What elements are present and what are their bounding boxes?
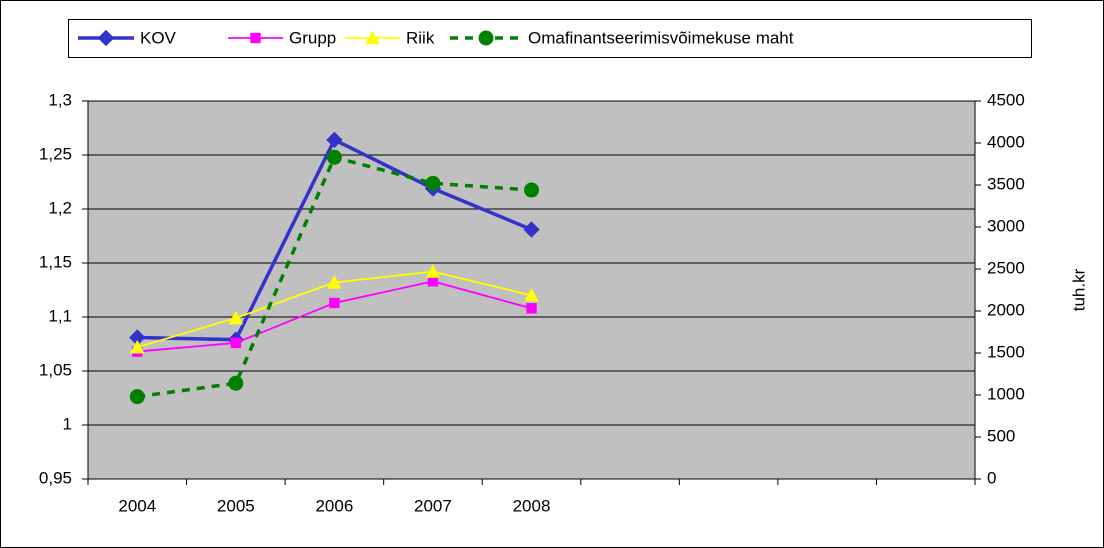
data-point — [327, 275, 342, 289]
y-tick-label: 1,2 — [48, 198, 72, 217]
y-tick-label: 1,1 — [48, 306, 72, 325]
legend-label: Omafinantseerimisvõimekuse maht — [528, 28, 794, 47]
legend-label: Grupp — [289, 28, 336, 47]
data-point — [129, 339, 145, 354]
legend-marker — [97, 29, 115, 47]
legend-marker — [250, 32, 261, 44]
y2-tick-label: 4000 — [987, 132, 1025, 151]
y2-tick-label: 1000 — [987, 384, 1025, 403]
legend-label: Riik — [406, 28, 435, 47]
y2-tick-label: 500 — [987, 426, 1015, 445]
data-point — [526, 303, 537, 314]
y2-tick-label: 2500 — [987, 258, 1025, 277]
y-tick-label: 1,25 — [39, 144, 72, 163]
y-tick-label: 1,3 — [48, 90, 72, 109]
y2-tick-label: 4500 — [987, 90, 1025, 109]
y-tick-label: 1,05 — [39, 360, 72, 379]
x-tick-label: 2008 — [513, 496, 551, 515]
data-point — [228, 310, 244, 325]
data-point — [228, 375, 244, 391]
x-tick-label: 2006 — [315, 496, 353, 515]
data-point — [129, 389, 145, 405]
data-point — [523, 221, 540, 238]
x-tick-label: 2004 — [118, 496, 156, 515]
y2-axis-label: tuh.kr — [1069, 268, 1088, 311]
legend-label: KOV — [140, 28, 177, 47]
y2-tick-label: 2000 — [987, 300, 1025, 319]
x-tick-label: 2007 — [414, 496, 452, 515]
y-tick-label: 0,95 — [39, 468, 72, 487]
y2-tick-label: 1500 — [987, 342, 1025, 361]
data-point — [326, 149, 342, 165]
x-tick-label: 2005 — [217, 496, 255, 515]
y2-tick-label: 0 — [987, 468, 996, 487]
legend-marker — [478, 30, 494, 46]
y2-tick-label: 3000 — [987, 216, 1025, 235]
data-point — [425, 264, 441, 278]
data-point — [427, 276, 439, 287]
data-point — [329, 297, 340, 309]
y-tick-label: 1 — [63, 414, 72, 433]
data-point — [425, 175, 441, 191]
data-point — [524, 287, 539, 302]
data-point — [524, 182, 539, 198]
legend-marker — [365, 30, 380, 45]
y2-tick-label: 3500 — [987, 174, 1025, 193]
y-tick-label: 1,15 — [39, 252, 72, 271]
data-point — [326, 131, 343, 149]
data-point — [230, 337, 242, 349]
